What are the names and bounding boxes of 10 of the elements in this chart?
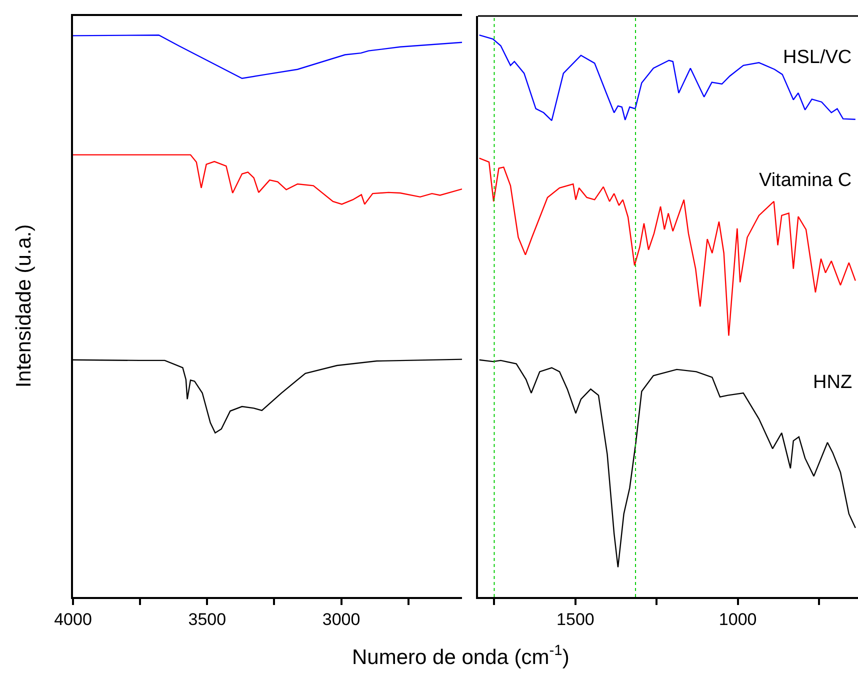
series-label: HSL/VC <box>783 47 852 68</box>
text: HNZ <box>813 372 852 393</box>
series-label: Vitamina C <box>759 170 852 191</box>
x-tick-label: 1000 <box>718 610 757 630</box>
x-tick-label: 4000 <box>54 610 92 630</box>
y-axis-title: Intensidade (u.a.) <box>12 224 36 388</box>
x-tick-label: 1500 <box>556 610 594 630</box>
x-axis-title: Numero de onda (cm$^{-1}$) <box>352 643 570 669</box>
x-tick-label: 3500 <box>188 610 226 630</box>
x-tick-label: 3000 <box>322 610 360 630</box>
